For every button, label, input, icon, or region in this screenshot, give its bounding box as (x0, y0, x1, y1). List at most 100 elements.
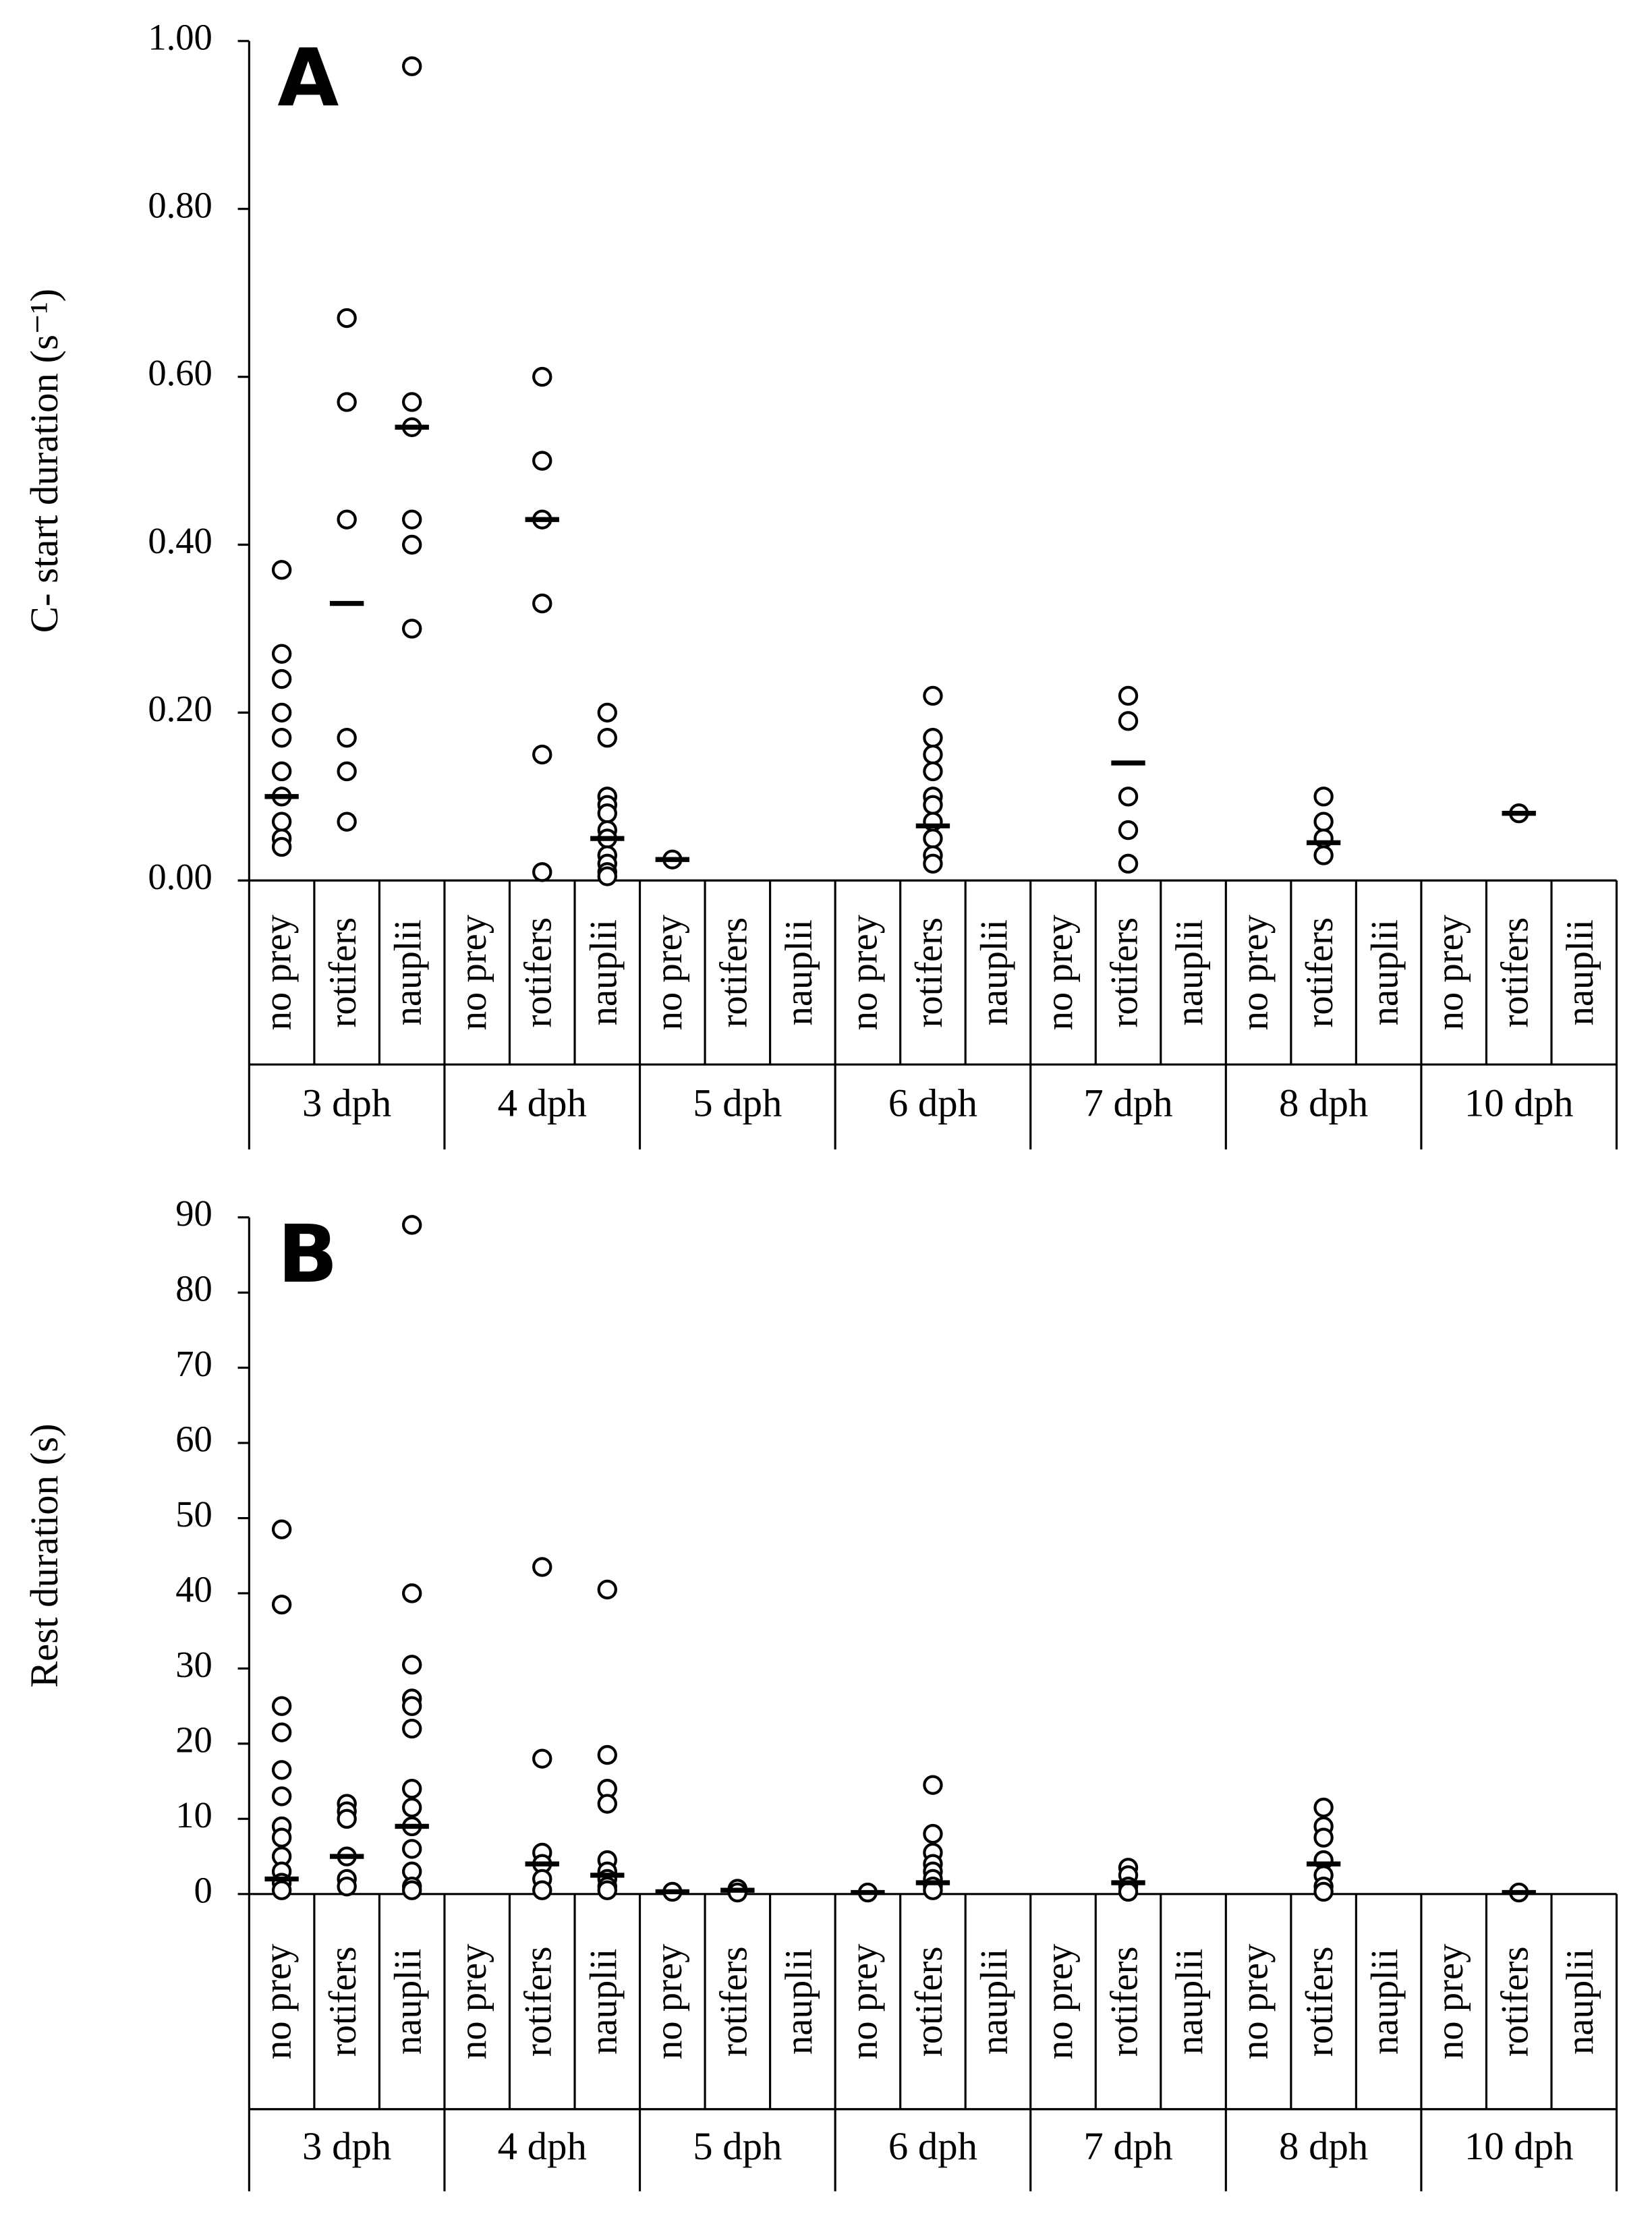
y-tick-label: 30 (175, 1644, 212, 1685)
group-label: 4 dph (498, 2124, 587, 2168)
y-tick-label: 0 (194, 1869, 212, 1910)
data-point (923, 685, 943, 706)
data-point (532, 744, 552, 765)
category-label: no prey (1234, 914, 1276, 1030)
category-label: nauplii (1365, 919, 1406, 1025)
data-point (337, 308, 357, 329)
data-point (1118, 711, 1139, 731)
data-point (271, 1519, 292, 1539)
category-label: no prey (1039, 1943, 1081, 2059)
data-point (402, 1696, 422, 1716)
panel-label: A (277, 32, 339, 124)
data-point (597, 728, 617, 748)
category-label: nauplii (583, 1949, 625, 2055)
y-tick-label: 1.00 (148, 16, 212, 57)
data-point (923, 795, 943, 815)
data-point (1313, 1827, 1334, 1848)
y-tick-label: 70 (175, 1343, 212, 1384)
y-tick-label: 50 (175, 1493, 212, 1535)
category-label: no prey (1429, 1943, 1471, 2059)
y-tick-label: 80 (175, 1268, 212, 1309)
data-point (532, 862, 552, 882)
group-label: 6 dph (888, 2124, 977, 2168)
data-point (1313, 811, 1334, 832)
data-point (597, 866, 617, 886)
panel-label: B (277, 1208, 338, 1301)
data-point (271, 644, 292, 664)
y-axis-label: C- start duration (s⁻¹) (22, 289, 66, 633)
category-label: rotifers (518, 1946, 560, 2057)
data-point (402, 1583, 422, 1603)
group-label: 3 dph (302, 2124, 391, 2168)
category-label: rotifers (1104, 917, 1146, 1028)
data-point (271, 1760, 292, 1780)
category-label: nauplii (1169, 919, 1211, 1025)
category-label: rotifers (1104, 1946, 1146, 2057)
category-label: no prey (648, 914, 690, 1030)
category-label: rotifers (1299, 917, 1341, 1028)
data-point (402, 1655, 422, 1675)
data-point (402, 619, 422, 639)
data-point (1313, 1881, 1334, 1902)
data-point (271, 560, 292, 580)
y-tick-label: 0.00 (148, 856, 212, 897)
category-label: no prey (1429, 914, 1471, 1030)
y-tick-label: 0.40 (148, 520, 212, 561)
data-point (337, 811, 357, 832)
category-label: nauplii (583, 919, 625, 1025)
data-point (1313, 787, 1334, 807)
data-point (923, 728, 943, 748)
category-label: no prey (453, 1943, 494, 2059)
data-point (402, 1797, 422, 1818)
data-point (271, 1696, 292, 1716)
data-point (402, 392, 422, 412)
category-label: rotifers (322, 1946, 364, 2057)
data-point (597, 1794, 617, 1814)
data-point (402, 534, 422, 555)
data-point (923, 1775, 943, 1795)
data-point (923, 744, 943, 765)
category-label: no prey (843, 1943, 885, 2059)
data-point (532, 1557, 552, 1577)
category-label: nauplii (388, 919, 430, 1025)
data-point (271, 1722, 292, 1742)
category-label: no prey (258, 914, 300, 1030)
data-point (271, 1880, 292, 1900)
data-point (337, 392, 357, 412)
data-point (271, 1827, 292, 1848)
y-tick-label: 90 (175, 1193, 212, 1234)
category-label: nauplii (973, 1949, 1015, 2055)
data-point (532, 1748, 552, 1769)
category-label: no prey (648, 1943, 690, 2059)
y-axis-label: Rest duration (s) (22, 1423, 66, 1688)
data-point (1118, 853, 1139, 874)
data-point (402, 1880, 422, 1900)
group-label: 5 dph (693, 2124, 782, 2168)
category-label: nauplii (388, 1949, 430, 2055)
data-point (597, 1579, 617, 1600)
category-label: no prey (453, 914, 494, 1030)
data-point (337, 728, 357, 748)
data-point (532, 1880, 552, 1900)
data-point (923, 828, 943, 849)
y-tick-label: 0.60 (148, 352, 212, 393)
category-label: nauplii (1365, 1949, 1406, 2055)
data-point (337, 1876, 357, 1897)
y-tick-label: 0.20 (148, 688, 212, 729)
category-label: rotifers (1299, 1946, 1341, 2057)
category-label: nauplii (778, 919, 820, 1025)
data-point (402, 1779, 422, 1799)
data-point (271, 668, 292, 689)
y-tick-label: 10 (175, 1794, 212, 1835)
category-label: rotifers (1495, 1946, 1537, 2057)
category-label: no prey (258, 1943, 300, 2059)
data-point (402, 56, 422, 76)
y-tick-label: 40 (175, 1568, 212, 1609)
data-point (402, 509, 422, 530)
data-point (1313, 845, 1334, 865)
data-point (597, 1880, 617, 1900)
data-point (1118, 820, 1139, 841)
data-point (532, 366, 552, 387)
